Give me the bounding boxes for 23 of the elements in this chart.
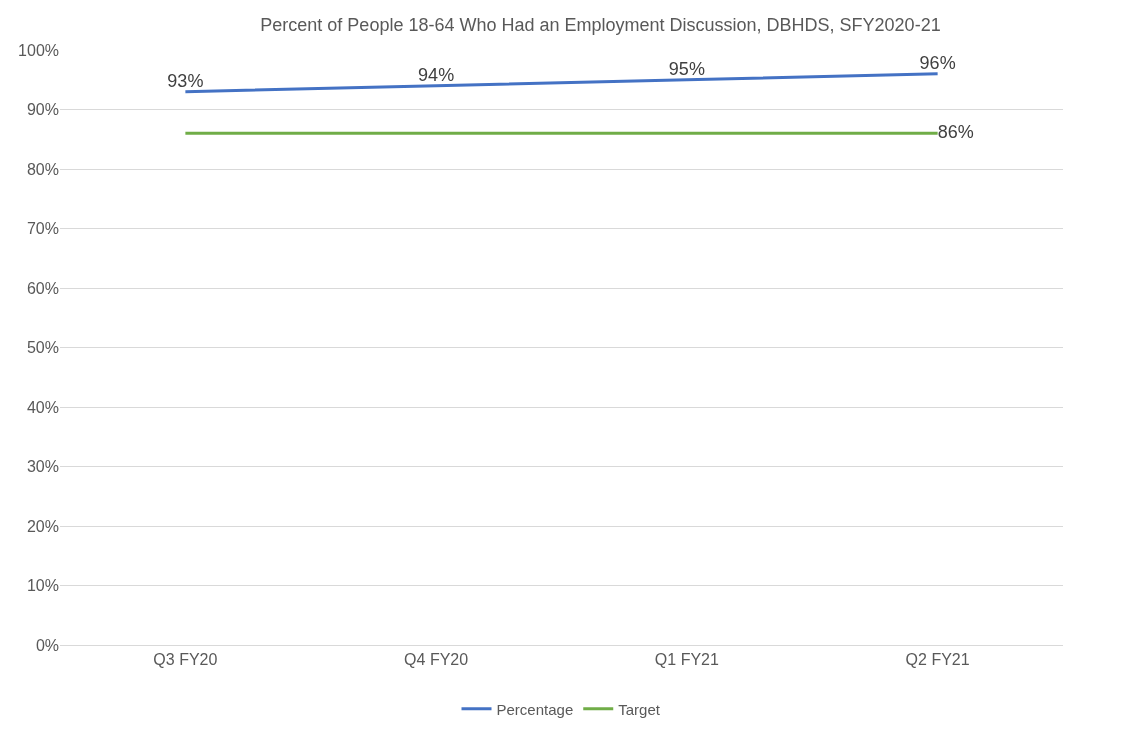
legend-label: Target xyxy=(618,700,661,718)
data-label: 95% xyxy=(668,59,705,80)
x-tick-label: Q4 FY20 xyxy=(404,651,469,669)
data-label: 96% xyxy=(919,53,956,74)
x-tick-label: Q2 FY21 xyxy=(905,651,970,669)
data-label: 93% xyxy=(167,71,204,92)
y-tick-label: 60% xyxy=(26,279,59,297)
y-tick-label: 90% xyxy=(26,101,59,119)
y-tick-label: 20% xyxy=(26,517,59,535)
y-tick-label: 100% xyxy=(18,41,59,59)
y-tick-label: 0% xyxy=(35,636,59,654)
chart-title: Percent of People 18-64 Who Had an Employment Discussion, DBHDS, SFY2020-21 xyxy=(260,15,941,36)
x-tick-label: Q3 FY20 xyxy=(153,651,218,669)
legend-label: Percentage xyxy=(496,700,574,718)
y-tick-label: 30% xyxy=(26,458,59,476)
data-label: 94% xyxy=(418,65,455,86)
y-tick-label: 70% xyxy=(26,220,59,238)
data-label: 86% xyxy=(937,121,974,142)
y-tick-label: 40% xyxy=(26,398,59,416)
y-tick-label: 50% xyxy=(26,339,59,357)
y-tick-label: 80% xyxy=(26,160,59,178)
y-tick-label: 10% xyxy=(26,577,59,595)
x-tick-label: Q1 FY21 xyxy=(654,651,719,669)
